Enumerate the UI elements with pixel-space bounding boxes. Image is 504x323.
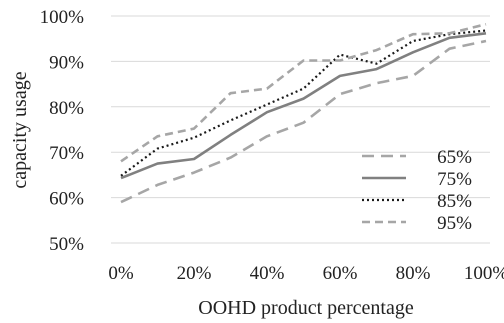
y-axis-ticks: 50% 60% 70% 80% 90% 100% [40,7,85,255]
x-axis-title: OOHD product percentage [198,297,414,319]
x-tick-label: 100% [464,263,504,284]
x-tick-label: 40% [250,263,285,284]
y-tick-label: 50% [49,234,84,255]
legend: 65%75%85%95% [362,147,472,234]
x-tick-label: 80% [396,263,431,284]
series-line-75pct [120,32,487,180]
y-axis-title: capacity usage [9,71,31,188]
gridlines [111,15,490,244]
x-tick-label: 0% [108,263,134,284]
y-tick-label: 90% [49,52,84,73]
legend-label: 85% [437,191,472,212]
series-line-65pct [120,39,487,204]
legend-label: 75% [437,169,472,190]
x-tick-label: 60% [323,263,358,284]
x-axis-ticks: 0% 20% 40% 60% 80% 100% [108,263,504,284]
y-tick-label: 80% [49,98,84,119]
y-tick-label: 70% [49,143,84,164]
series-lines [120,22,487,204]
legend-label: 65% [437,147,472,168]
y-tick-label: 100% [40,7,85,28]
y-tick-label: 60% [49,189,84,210]
series-line-85pct [120,29,487,177]
x-tick-label: 20% [177,263,212,284]
legend-label: 95% [437,213,472,234]
series-line-95pct [120,22,487,163]
